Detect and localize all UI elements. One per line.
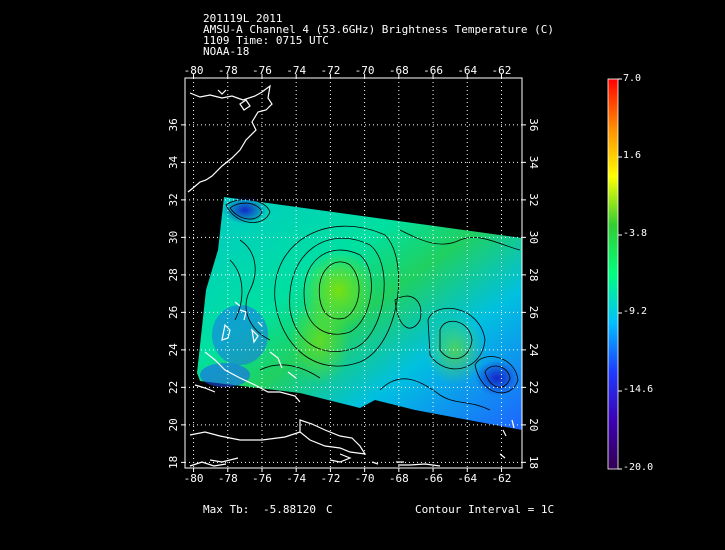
- lat-labels-left: 36 34 32 30 28 26 24 22 20 18: [167, 118, 180, 469]
- colorbar-label-min: -20.0: [623, 462, 654, 473]
- lat-label: 22: [527, 381, 540, 394]
- lat-label: 26: [167, 306, 180, 319]
- lat-label: 36: [527, 118, 540, 131]
- lon-label: -72: [320, 64, 340, 77]
- lon-label: -78: [218, 64, 238, 77]
- lon-label: -74: [286, 472, 306, 485]
- color-bar: [607, 78, 622, 470]
- lat-label: 34: [527, 156, 540, 170]
- lon-label: -64: [457, 64, 477, 77]
- max-tb-unit: C: [326, 503, 333, 516]
- lat-label: 28: [167, 268, 180, 281]
- lon-labels-bottom: -80 -78 -76 -74 -72 -70 -68 -66 -64 -62: [184, 472, 512, 485]
- lat-label: 18: [167, 456, 180, 469]
- colorbar-label-3: -3.8: [623, 228, 648, 239]
- lat-label: 24: [167, 343, 180, 357]
- lat-label: 30: [167, 231, 180, 244]
- title-line-4: NOAA-18: [203, 45, 250, 58]
- max-tb-label: Max Tb:: [203, 503, 250, 516]
- lon-label: -76: [252, 64, 272, 77]
- colorbar-label-2: 1.6: [623, 150, 642, 161]
- contour-interval: Contour Interval = 1C: [415, 503, 555, 516]
- axis-ticks: [181, 74, 526, 472]
- lon-label: -70: [355, 472, 375, 485]
- title-line-1: 201119L 2011: [203, 12, 283, 25]
- lat-label: 30: [527, 231, 540, 244]
- lon-label: -64: [457, 472, 477, 485]
- contour-lines: [225, 199, 521, 411]
- lon-labels-top: -80 -78 -76 -74 -72 -70 -68 -66 -64 -62: [184, 64, 512, 77]
- lon-label: -62: [492, 64, 512, 77]
- lat-lon-grid: [185, 78, 522, 468]
- lat-label: 20: [527, 418, 540, 431]
- lon-label: -66: [423, 472, 443, 485]
- lon-label: -74: [286, 64, 306, 77]
- lon-label: -62: [492, 472, 512, 485]
- lat-label: 34: [167, 155, 180, 169]
- max-tb-value: -5.88120: [263, 503, 316, 516]
- colorbar-label-4: -9.2: [623, 306, 648, 317]
- lon-label: -68: [389, 472, 409, 485]
- lon-label: -72: [320, 472, 340, 485]
- title-line-3: 1109 Time: 0715 UTC: [203, 34, 329, 47]
- colorbar-label-5: -14.6: [623, 384, 654, 395]
- lon-label: -80: [184, 64, 204, 77]
- lon-label: -66: [423, 64, 443, 77]
- lat-label: 32: [167, 193, 180, 206]
- lat-labels-right: 36 34 32 30 28 26 24 22 20 18: [527, 118, 540, 469]
- lat-label: 20: [167, 418, 180, 431]
- colorbar-label-max: 7.0: [623, 73, 642, 84]
- lat-label: 32: [527, 193, 540, 206]
- title-line-2: AMSU-A Channel 4 (53.6GHz) Brightness Te…: [203, 23, 554, 36]
- lat-label: 36: [167, 118, 180, 131]
- lon-label: -80: [184, 472, 204, 485]
- lat-label: 22: [167, 381, 180, 394]
- map-frame: [184, 77, 523, 469]
- lat-label: 24: [527, 343, 540, 357]
- lat-label: 28: [527, 268, 540, 281]
- lat-label: 26: [527, 306, 540, 319]
- lon-label: -76: [252, 472, 272, 485]
- lon-label: -70: [355, 64, 375, 77]
- lon-label: -68: [389, 64, 409, 77]
- lon-label: -78: [218, 472, 238, 485]
- lat-label: 18: [527, 456, 540, 469]
